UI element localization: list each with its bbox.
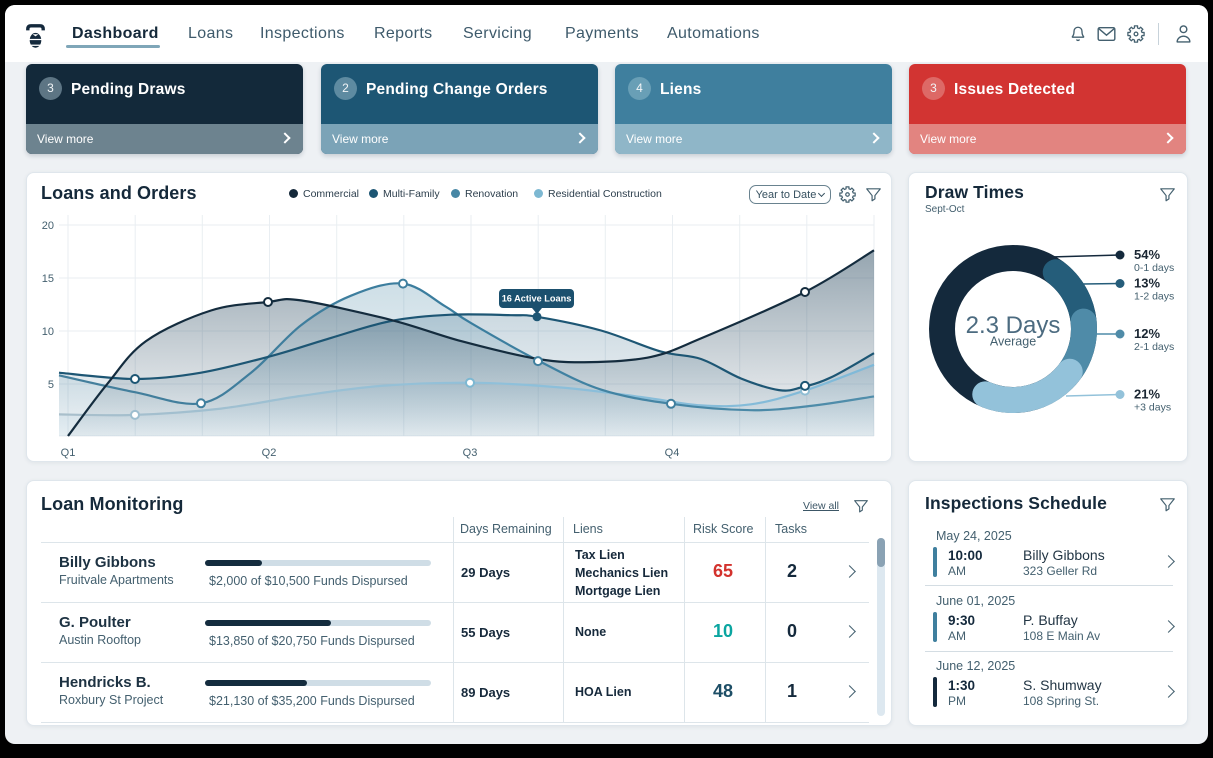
- svg-text:0-1 days: 0-1 days: [1134, 262, 1174, 274]
- svg-text:+3 days: +3 days: [1134, 402, 1171, 414]
- svg-text:1-2 days: 1-2 days: [1134, 291, 1174, 303]
- svg-text:2-1 days: 2-1 days: [1134, 341, 1174, 353]
- svg-text:Average: Average: [990, 335, 1036, 349]
- svg-text:Q3: Q3: [463, 447, 478, 459]
- svg-text:20: 20: [42, 220, 54, 232]
- svg-text:Q2: Q2: [262, 447, 277, 459]
- svg-text:54%: 54%: [1134, 247, 1160, 262]
- svg-text:5: 5: [48, 379, 54, 391]
- svg-text:Q4: Q4: [665, 447, 680, 459]
- svg-text:10: 10: [42, 326, 54, 338]
- svg-text:16 Active Loans: 16 Active Loans: [502, 294, 572, 304]
- svg-text:2.3 Days: 2.3 Days: [966, 312, 1061, 339]
- svg-text:13%: 13%: [1134, 276, 1160, 291]
- svg-text:12%: 12%: [1134, 326, 1160, 341]
- svg-text:21%: 21%: [1134, 387, 1160, 402]
- svg-text:15: 15: [42, 273, 54, 285]
- svg-text:Q1: Q1: [61, 447, 76, 459]
